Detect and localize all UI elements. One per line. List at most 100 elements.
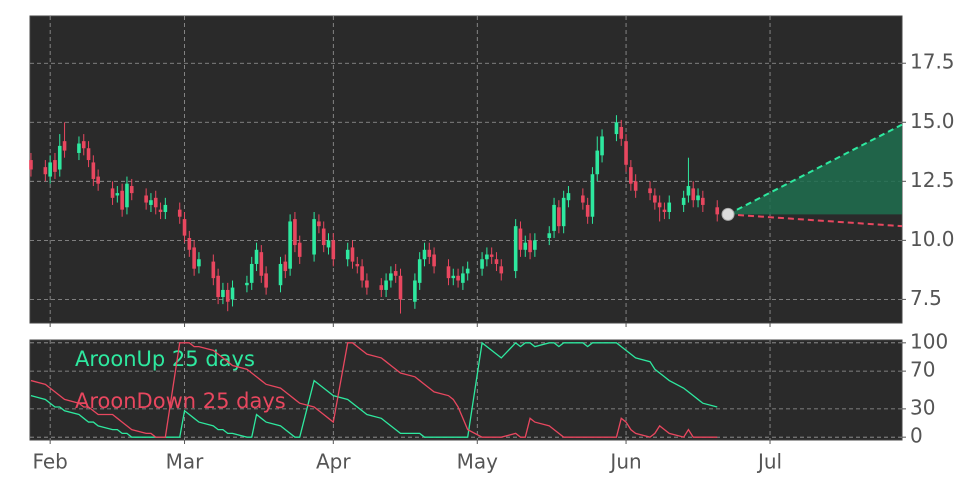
candle-body [528,240,532,253]
candle-body [600,136,604,156]
candle-body [57,145,62,170]
candle-body [297,242,302,257]
aroon-line [30,341,718,438]
candle-body [590,174,595,217]
candle-body [456,275,460,281]
candle-body [125,183,129,208]
candle-body [696,195,700,201]
candle-body [398,275,403,300]
x-tick-label: Feb [32,450,67,474]
candle-body [144,195,148,203]
candle-body [187,237,192,250]
y-tick-label: 10.0 [910,227,955,251]
candle-body [81,141,86,149]
y-tick-label: 30 [910,395,935,419]
candle-body [245,282,249,286]
candle-body [110,188,115,198]
candle-body [149,200,153,205]
candle-body [225,289,230,302]
candle-body [552,204,556,231]
forecast-start [721,207,735,221]
candle-body [317,221,321,227]
y-tick-label: 12.5 [910,168,955,192]
x-tick-label: May [457,450,499,474]
candle-body [230,287,235,300]
candle-body [614,122,619,135]
candle-body [518,228,523,250]
forecast-upper [727,123,903,216]
y-tick-label: 15.0 [910,109,955,133]
x-tick-label: Apr [316,450,351,474]
candle-body [489,254,494,257]
candle-body [211,261,216,279]
candle-body [360,266,364,281]
y-tick-label: 7.5 [910,286,942,310]
x-tick-label: Jun [608,450,641,474]
candle-body [293,219,297,246]
candle-body [624,141,628,165]
candle-body [533,240,537,250]
candle-body [451,275,456,279]
candle-body [417,259,422,283]
candle-body [686,186,691,196]
candle-body [480,259,484,269]
candle-body [432,254,436,267]
candle-body [326,240,331,248]
candle-body [182,219,187,236]
plot-area [29,339,903,441]
candle-body [513,226,518,272]
candle-body [494,259,499,264]
legend-entry: AroonUp 25 days [75,347,255,371]
aroon-line [30,342,718,438]
candle-body [53,160,57,172]
candle-body [715,207,720,215]
candle-body [120,190,124,210]
candle-body [345,249,350,260]
candle-body [393,271,398,276]
candle-body [278,263,283,286]
legend-entry: AroonDown 25 days [75,389,286,413]
candle-body [158,209,163,213]
candle-body [523,242,528,250]
candle-body [221,289,225,298]
x-tick-label: Jul [756,450,782,474]
candle-body [384,280,388,290]
candle-body [389,273,393,281]
candle-body [427,249,432,257]
candle-body [288,221,292,269]
candle-body [653,195,657,203]
candle-body [355,263,360,267]
candle-body [667,202,672,213]
candle-body [86,148,91,161]
candle-body [547,233,552,238]
candle-body [249,263,254,283]
candle-body [321,228,326,246]
x-tick-label: Mar [166,450,205,474]
candle-body [422,249,427,260]
candle-body [43,167,48,175]
candle-body [595,150,600,175]
candle-body [115,193,120,196]
candle-body [662,209,667,213]
candle-body [163,204,168,213]
candle-body [657,202,662,208]
candle-body [192,247,196,269]
candle-body [177,209,182,217]
candle-body [365,280,369,288]
y-tick-label: 70 [910,358,935,382]
forecast-lower [727,213,903,228]
candle-body [197,259,201,267]
y-tick-label: 0 [910,424,923,448]
candle-body [216,275,220,298]
candle-body [633,181,638,191]
y-tick-label: 17.5 [910,50,955,74]
plot-area [29,15,903,324]
candle-body [629,167,633,184]
candle-body [62,141,67,151]
candle-body [29,160,33,170]
candle-body [446,266,451,279]
forecast-area [728,124,902,215]
candle-body [350,247,355,262]
candle-body [681,197,686,205]
candle-body [153,197,158,208]
